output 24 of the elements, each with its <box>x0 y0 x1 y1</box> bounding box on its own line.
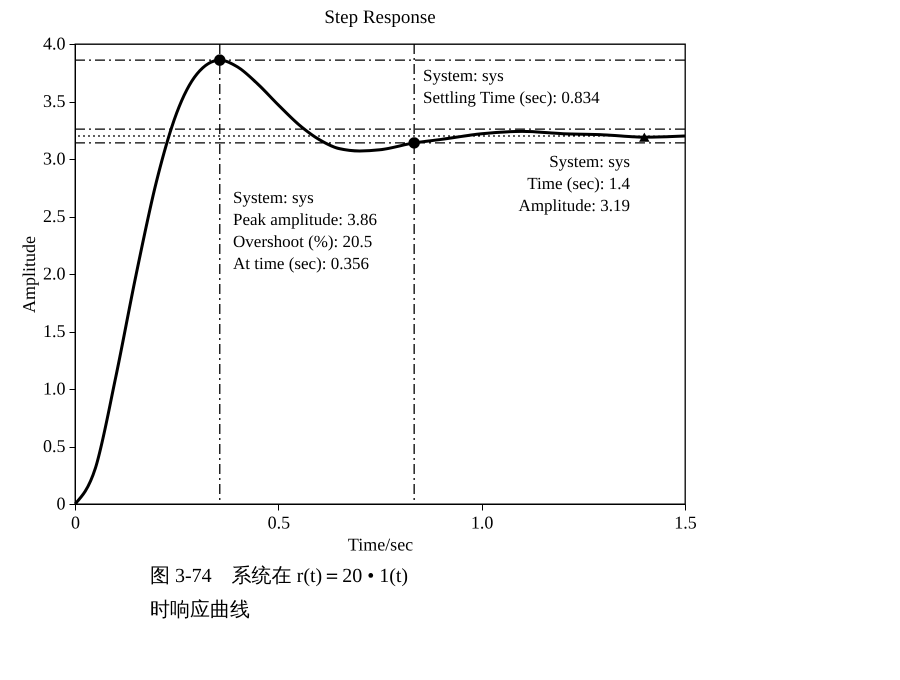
text: 时响应曲线 <box>150 598 251 623</box>
caption: 图 3-74 系统在 r(t)＝20 • 1(t) <box>150 564 410 589</box>
y-tick-label: 1.5 <box>43 321 66 341</box>
y-tick-label: 0.5 <box>43 436 66 456</box>
point <box>639 132 650 142</box>
point <box>408 137 420 149</box>
y-tick-label: 3.5 <box>43 91 66 111</box>
x-tick-label: 0.5 <box>268 512 290 532</box>
y-tick-label: 1.0 <box>43 378 66 398</box>
y-tick-label: 4.0 <box>43 34 66 54</box>
x-tick-label: 0 <box>71 512 80 532</box>
y-tick-label: 2.0 <box>43 264 66 284</box>
x-axis-title: Time/sec <box>348 534 414 554</box>
annotation: System: sys Settling Time (sec): 0.834 <box>423 66 600 107</box>
point <box>214 54 226 66</box>
annotation: System: sys Peak amplitude: 3.86 Overshoot (%): 20.5 At time (sec): 0.356 <box>233 188 378 273</box>
y-tick-label: 3.0 <box>43 148 66 168</box>
y-axis-title: Amplitude <box>19 236 39 313</box>
y-tick-label: 0 <box>56 494 66 514</box>
annotation: System: sys Time (sec): 1.4 Amplitude: 3.19 <box>518 152 630 215</box>
x-tick-label: 1.5 <box>674 512 697 532</box>
chart-title: Step Response <box>324 7 436 28</box>
y-tick-label: 2.5 <box>43 206 66 226</box>
x-tick-label: 1.0 <box>470 512 494 532</box>
